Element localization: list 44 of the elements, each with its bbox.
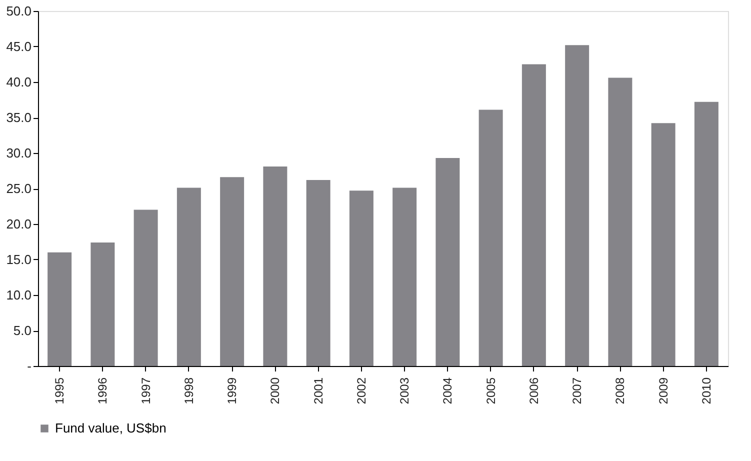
bar	[651, 123, 676, 366]
y-tick-label: 15.0	[6, 252, 32, 267]
y-tick-label: 50.0	[6, 4, 32, 18]
y-tick-label: 20.0	[6, 216, 32, 232]
x-tick-label: 2002	[354, 377, 368, 404]
x-tick-label: 2001	[311, 377, 326, 404]
bar	[478, 110, 503, 366]
bar	[392, 188, 417, 366]
x-tick-label: 1998	[182, 377, 196, 404]
y-tick-label: 5.0	[13, 323, 32, 338]
x-tick-label: 2008	[613, 377, 628, 404]
bar	[48, 252, 72, 366]
x-tick-label: 2005	[484, 377, 498, 404]
x-tick-label: 2009	[656, 377, 670, 404]
y-tick-label: 35.0	[6, 110, 32, 125]
x-tick-label: 1995	[52, 377, 67, 404]
y-tick-label: 30.0	[6, 146, 32, 160]
bar	[176, 188, 201, 366]
x-tick-label: 2006	[526, 377, 541, 404]
y-tick-label: 40.0	[6, 74, 32, 90]
x-tick-label: 2003	[398, 377, 412, 404]
bar	[90, 242, 115, 366]
bar	[608, 78, 632, 366]
x-tick-label: 2010	[699, 377, 714, 404]
x-tick-label: 1996	[96, 377, 110, 404]
legend-label: Fund value, US$bn	[55, 420, 166, 436]
bar	[134, 210, 158, 366]
y-tick-label: 45.0	[6, 39, 32, 54]
y-tick-label: 25.0	[6, 181, 32, 196]
bar	[263, 166, 288, 366]
y-tick-label: -	[27, 358, 32, 374]
bar	[522, 64, 546, 366]
x-tick-label: 2000	[268, 377, 282, 404]
bar	[306, 180, 330, 366]
bar	[694, 102, 718, 366]
bar	[436, 158, 460, 366]
bar	[349, 190, 374, 366]
bar	[220, 177, 244, 366]
x-tick-label: 1999	[225, 377, 240, 404]
x-tick-label: 2004	[440, 377, 455, 404]
x-tick-label: 1997	[138, 377, 153, 404]
x-tick-label: 2007	[570, 377, 584, 404]
y-tick-label: 10.0	[6, 288, 32, 302]
bar	[565, 45, 590, 366]
